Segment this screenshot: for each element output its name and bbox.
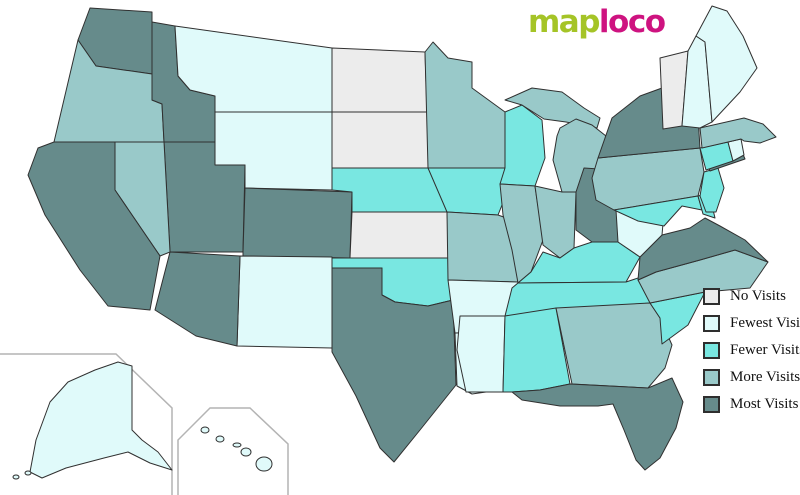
state-mississippi[interactable] [456,315,506,393]
state-florida[interactable] [511,377,684,471]
legend-swatch-more-visits [703,369,720,386]
legend-swatch-no-visits [703,288,720,305]
state-arizona[interactable] [154,251,241,347]
alaska-inset-border [0,353,173,495]
state-kansas[interactable] [349,211,451,259]
legend-item-no-visits: No Visits [703,283,800,310]
state-michigan-upper[interactable] [504,87,601,129]
legend: No Visits Fewest Visits Fewer Visits Mor… [703,283,800,418]
legend-item-fewest-visits: Fewest Visits [703,310,800,337]
state-georgia[interactable] [555,302,673,389]
state-colorado[interactable] [242,187,353,259]
state-south-dakota[interactable] [331,111,431,169]
legend-swatch-most-visits [703,396,720,413]
legend-label-no-visits: No Visits [730,288,786,304]
logo-map-text: map [528,4,600,40]
state-texas[interactable] [331,267,457,463]
state-north-dakota[interactable] [331,47,428,113]
legend-item-most-visits: Most Visits [703,391,800,418]
hawaii-inset-border [177,407,289,495]
state-massachusetts[interactable] [699,117,777,149]
state-wisconsin[interactable] [499,104,546,187]
state-alaska-aleutian-island[interactable] [24,470,32,476]
legend-swatch-fewest-visits [703,315,720,332]
state-minnesota[interactable] [424,41,506,169]
state-alaska-aleutian-island[interactable] [12,474,20,480]
state-new-jersey[interactable] [699,167,725,213]
legend-label-fewest-visits: Fewest Visits [730,315,800,331]
state-california[interactable] [27,141,161,311]
state-hawaii-oahu[interactable] [215,435,225,443]
maploco-logo[interactable]: maploco [528,4,666,40]
legend-label-more-visits: More Visits [730,369,800,385]
legend-label-fewer-visits: Fewer Visits [730,342,800,358]
state-virginia[interactable] [637,217,769,281]
legend-label-most-visits: Most Visits [730,396,799,412]
state-hawaii-kauai[interactable] [200,426,210,434]
legend-swatch-fewer-visits [703,342,720,359]
legend-item-fewer-visits: Fewer Visits [703,337,800,364]
state-kentucky[interactable] [517,241,641,284]
logo-loco-text: loco [598,4,666,40]
state-hawaii-big-island[interactable] [255,456,273,472]
state-indiana[interactable] [534,185,577,259]
state-hawaii-maui[interactable] [240,447,252,457]
state-alaska[interactable] [29,361,173,479]
state-new-mexico[interactable] [236,255,333,349]
state-hawaii-molokai[interactable] [232,442,242,448]
legend-item-more-visits: More Visits [703,364,800,391]
state-maine[interactable] [695,5,758,123]
